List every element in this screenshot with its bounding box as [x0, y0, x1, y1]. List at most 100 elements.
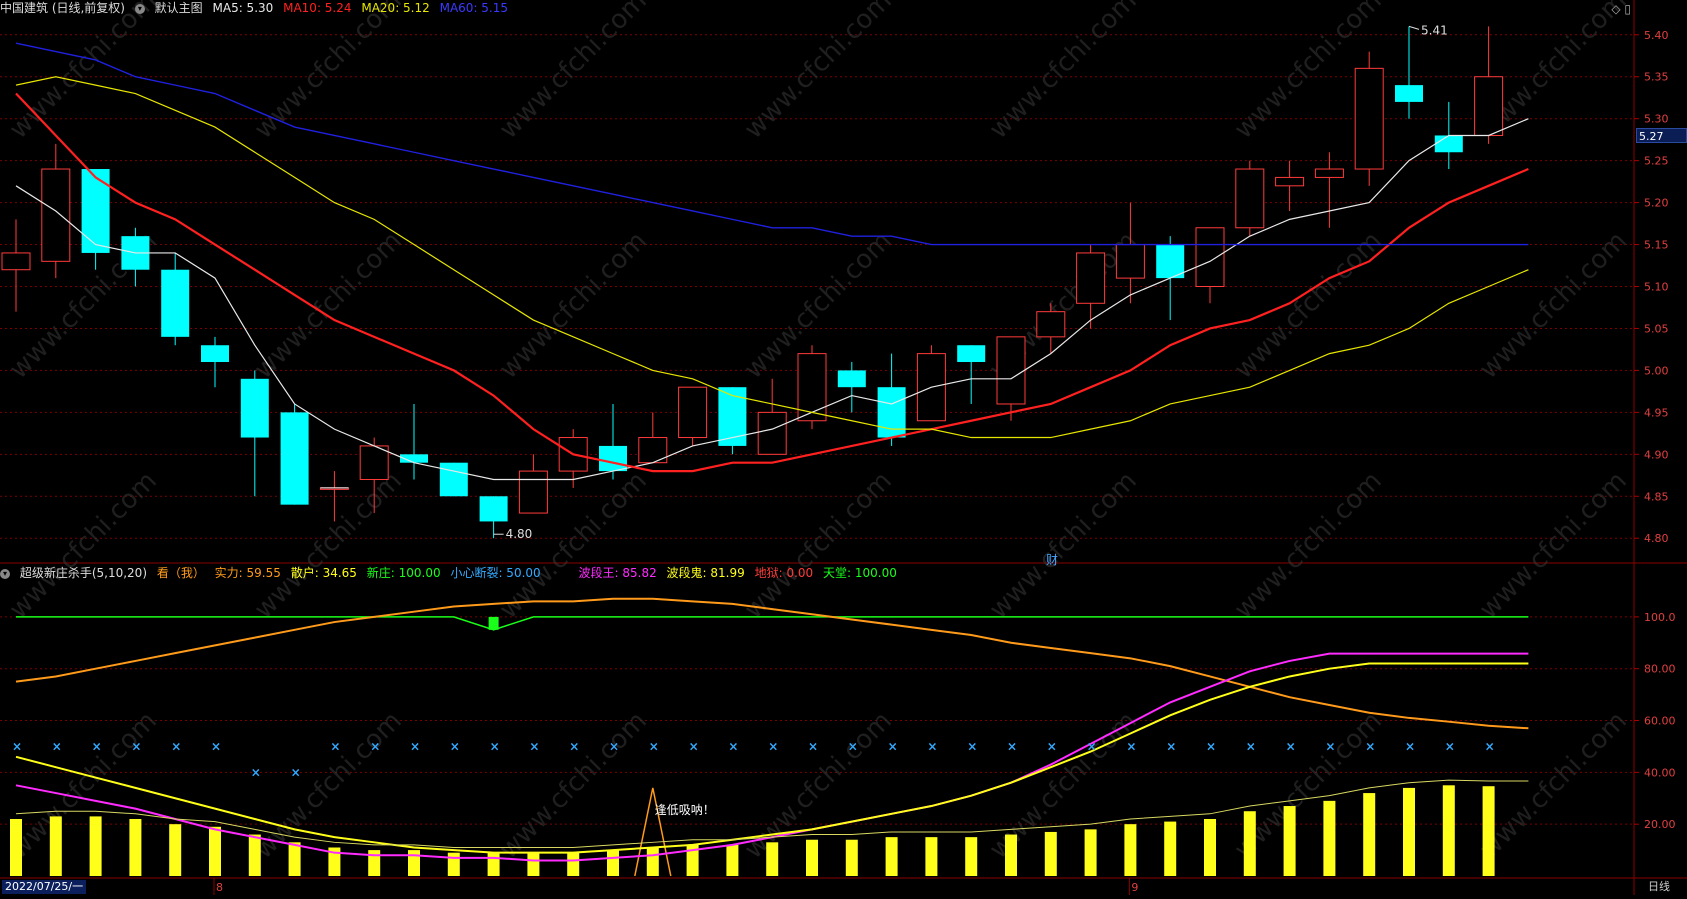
ma-line-ma10 — [15, 92, 1529, 473]
candle-body-up — [1036, 311, 1066, 338]
sanhu-bar — [567, 852, 580, 876]
sanhu-bar — [646, 847, 659, 876]
candle-body-up — [1076, 252, 1106, 304]
xiaoxin-label: 小心断裂: 50.00 — [450, 566, 541, 580]
low-label: 4.80 — [506, 527, 533, 541]
candle-body-up — [1474, 76, 1504, 136]
indicator-y-tick-label: 100.0 — [1644, 611, 1676, 624]
start-date: 2022/07/25/一 — [2, 880, 87, 894]
candle-body-down — [400, 454, 428, 463]
main-y-tick-label: 5.40 — [1644, 29, 1669, 42]
caution-marker: × — [12, 739, 22, 753]
sanhu-bar — [845, 839, 858, 876]
sanhu-label: 散户: 34.65 — [290, 566, 357, 580]
sanhu-bar — [1084, 829, 1097, 876]
caution-marker: × — [888, 739, 898, 753]
candle-body-down — [957, 345, 986, 363]
watermark-text: www.cfchi.com — [739, 466, 898, 625]
sanhu-bar — [248, 834, 261, 876]
main-chart-header: 中国建筑 (日线,前复权) ▾ 默认主图 MA5: 5.30 MA10: 5.2… — [0, 0, 514, 16]
sanhu-bar — [1164, 821, 1177, 876]
watermark-text: www.cfchi.com — [1229, 466, 1388, 625]
candle-body-down — [479, 496, 508, 522]
main-y-tick-label: 5.30 — [1644, 113, 1669, 126]
sanhu-bar — [1005, 834, 1017, 876]
sanhu-bar — [408, 850, 420, 876]
ma-line-ma20 — [15, 76, 1529, 439]
boduanwang-label: 波段王: 85.82 — [578, 566, 657, 580]
main-y-tick-label: 4.85 — [1644, 490, 1669, 503]
candle-body-up — [1115, 244, 1145, 279]
caution-marker: × — [330, 739, 340, 753]
candle-body-up — [1314, 168, 1344, 178]
sanhu-bar — [1243, 811, 1256, 876]
main-y-tick-label: 4.95 — [1644, 406, 1669, 419]
sanhu-bar — [686, 844, 699, 876]
dropdown-icon[interactable]: ▾ — [134, 3, 145, 14]
xinzhuang-label: 新庄: 100.00 — [366, 566, 441, 580]
diamond-icon[interactable]: ◇ — [1611, 2, 1621, 16]
indicator-y-tick-label: 40.00 — [1644, 766, 1676, 779]
caution-marker: × — [490, 739, 500, 753]
sanhu-bar — [885, 837, 898, 876]
watermark-text: www.cfchi.com — [1474, 466, 1633, 625]
ma10-label: MA10: 5.24 — [283, 1, 352, 15]
sanhu-bar — [806, 839, 818, 876]
sanhu-bar — [328, 847, 341, 876]
caution-marker: × — [1445, 739, 1455, 753]
indicator-dropdown-icon[interactable]: ▾ — [0, 568, 10, 579]
sanhu-bar — [487, 852, 500, 876]
candle-body-down — [877, 387, 906, 438]
ma-line-ma60 — [15, 42, 1529, 246]
candle-body-down — [837, 370, 866, 388]
caution-marker: × — [1246, 739, 1256, 753]
boduangui-label: 波段鬼: 81.99 — [666, 566, 745, 580]
watermark-text: www.cfchi.com — [739, 706, 898, 865]
main-y-tick-label: 5.20 — [1644, 197, 1669, 210]
sanhu-bar — [209, 826, 221, 876]
caution-marker: × — [450, 739, 460, 753]
caution-marker: × — [211, 739, 221, 753]
watermark-text: www.cfchi.com — [739, 0, 898, 145]
candle-body-down — [439, 462, 468, 497]
main-y-tick-label: 5.00 — [1644, 364, 1669, 377]
ma5-label: MA5: 5.30 — [212, 1, 274, 15]
watermark-text: www.cfchi.com — [249, 0, 408, 145]
ma-line-ma5 — [15, 118, 1529, 481]
watermark-text: www.cfchi.com — [1474, 706, 1633, 865]
candle-body-up — [1275, 176, 1305, 187]
period-label[interactable]: 日线 — [1648, 880, 1670, 893]
caution-marker: × — [1405, 739, 1415, 753]
window-icon[interactable]: ▯ — [1624, 2, 1631, 16]
finance-icon[interactable]: 财 — [1046, 553, 1059, 567]
sanhu-bar — [607, 850, 619, 876]
watermark-text: www.cfchi.com — [4, 0, 163, 145]
sanhu-bar — [1323, 800, 1336, 876]
candle-body-down — [599, 445, 627, 472]
sanhu-bar — [1124, 824, 1137, 876]
sanhu-bar — [169, 824, 182, 876]
main-y-tick-label: 5.25 — [1644, 155, 1669, 168]
caution-marker: × — [370, 739, 380, 753]
indicator-line-实力 — [15, 597, 1529, 730]
indicator-y-tick-label: 80.00 — [1644, 663, 1676, 676]
sanhu-bar — [49, 816, 62, 876]
candle-body-up — [1195, 227, 1225, 287]
month-label: 9 — [1131, 881, 1138, 894]
stock-title: 中国建筑 (日线,前复权) — [0, 1, 125, 15]
sanhu-bar — [368, 850, 381, 876]
indicator-y-tick-label: 20.00 — [1644, 818, 1676, 831]
sanhu-bar — [1283, 806, 1296, 876]
sanhu-bar — [766, 842, 779, 876]
main-y-tick-label: 5.10 — [1644, 281, 1669, 294]
main-chart-label[interactable]: 默认主图 — [154, 1, 203, 15]
indicator-header: ▾ 超级新庄杀手(5,10,20) 看（我） 实力: 59.55 散户: 34.… — [0, 565, 903, 581]
watermark-text: www.cfchi.com — [1229, 226, 1388, 385]
indicator-y-tick-label: 60.00 — [1644, 715, 1676, 728]
sanhu-bar — [527, 852, 540, 876]
candle-body-down — [280, 412, 309, 505]
indicator-name[interactable]: 超级新庄杀手(5,10,20) — [19, 566, 147, 580]
xinzhuang-dip-block — [488, 616, 499, 630]
